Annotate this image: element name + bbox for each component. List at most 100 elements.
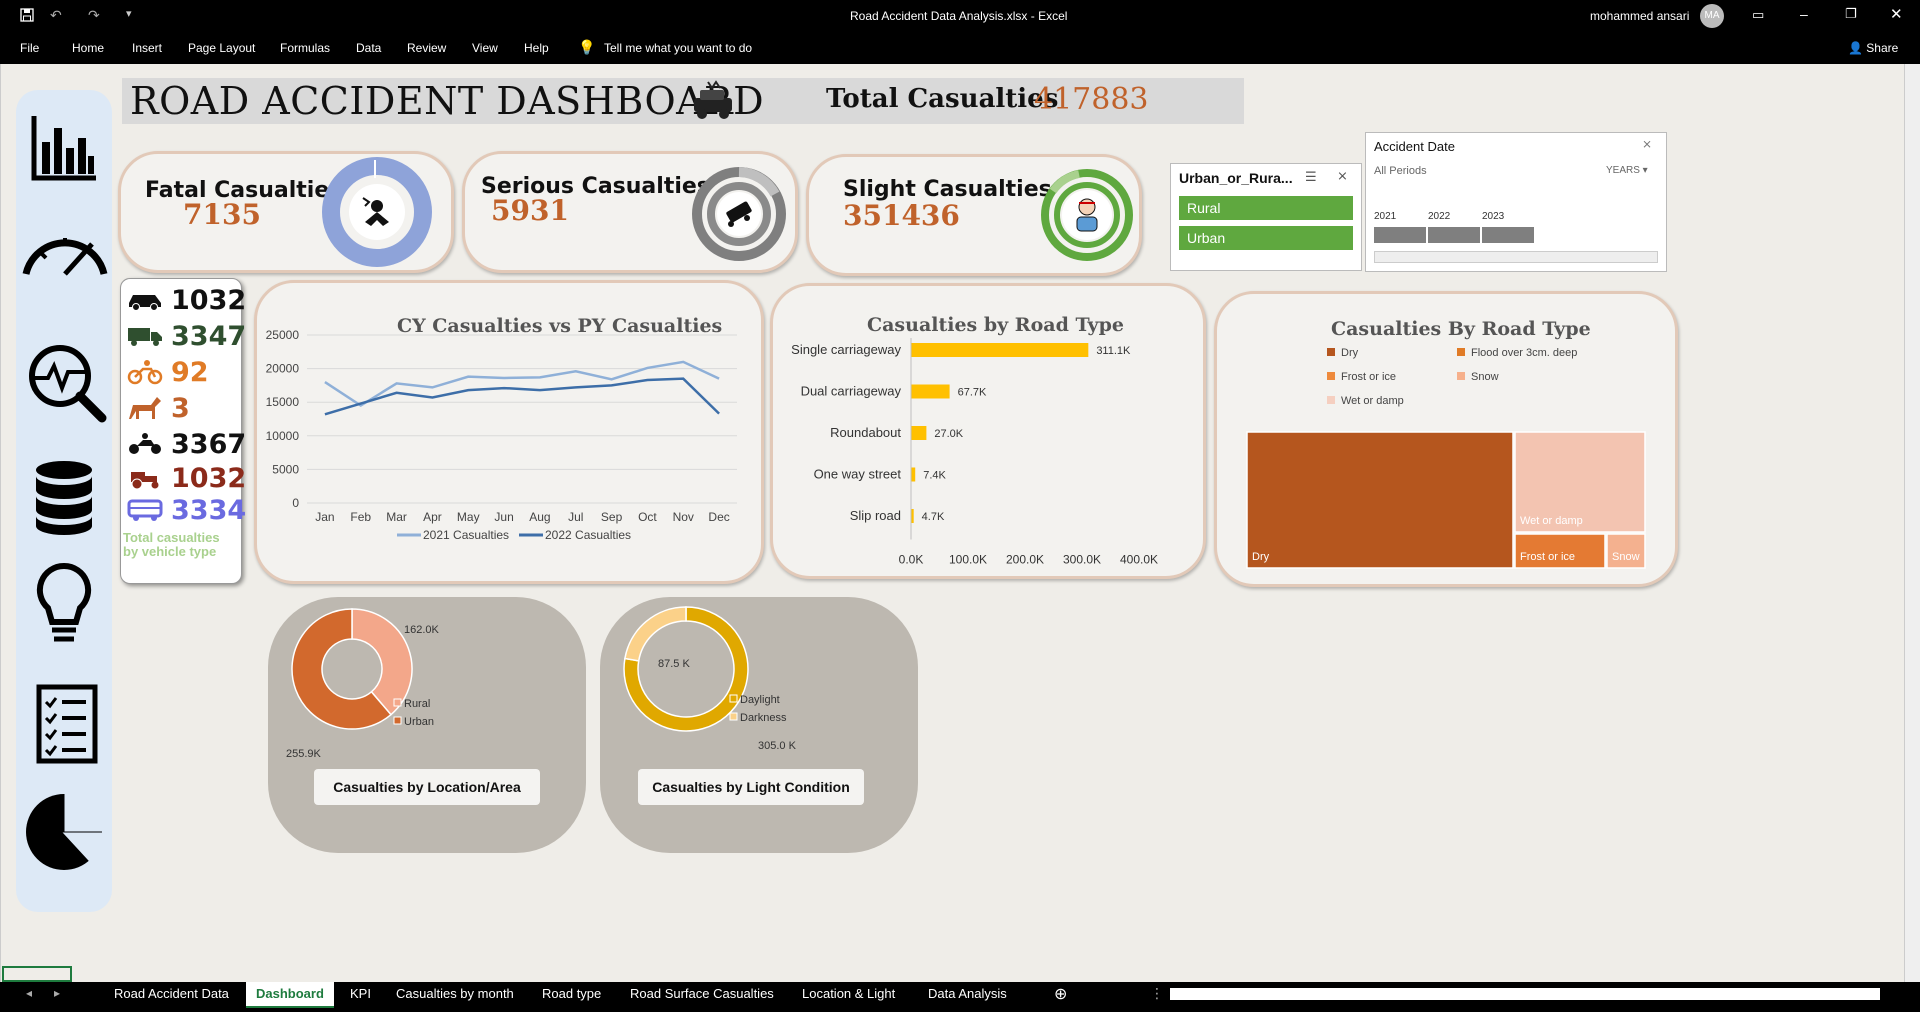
sheet-tab-bar: ◂ ▸ Road Accident Data Dashboard KPI Cas… — [0, 982, 1920, 1012]
x-tick-label: Dec — [708, 510, 729, 524]
more-options-icon[interactable]: ⋮ — [1150, 985, 1164, 1001]
timeline-level-dropdown[interactable]: YEARS ▾ — [1606, 165, 1648, 176]
lightbulb-icon[interactable] — [36, 562, 92, 648]
minimize-icon[interactable]: – — [1800, 6, 1808, 22]
tab-road-type[interactable]: Road type — [542, 986, 602, 1001]
treemap-tile — [1606, 533, 1646, 569]
customize-toolbar-icon[interactable]: ▾ — [126, 8, 132, 20]
tab-road-accident-data[interactable]: Road Accident Data — [114, 986, 229, 1001]
clear-filter-icon[interactable]: ⨯ — [1642, 137, 1653, 151]
timeline-level: YEARS — [1606, 165, 1640, 176]
legend-label: Frost or ice — [1341, 371, 1396, 383]
data-label: 255.9K — [286, 748, 322, 760]
speedometer-icon[interactable] — [20, 222, 110, 282]
tab-data-analysis[interactable]: Data Analysis — [928, 986, 1007, 1001]
undo-icon[interactable]: ↶ — [50, 7, 62, 23]
menu-view[interactable]: View — [472, 41, 498, 55]
menu-help[interactable]: Help — [524, 41, 549, 55]
vehicle-caption-line2: by vehicle type — [123, 544, 217, 559]
menu-data[interactable]: Data — [356, 41, 382, 55]
menu-insert[interactable]: Insert — [132, 41, 163, 55]
light-donut-chart[interactable]: 305.0 K 87.5 K Daylight Darkness — [600, 597, 918, 853]
ribbon-display-icon[interactable]: ▭ — [1752, 7, 1765, 22]
save-icon[interactable] — [20, 8, 34, 25]
multi-select-icon[interactable]: ☰ — [1305, 169, 1317, 184]
clear-filter-icon[interactable]: ⨯ — [1337, 168, 1348, 183]
data-label: 27.0K — [934, 428, 963, 440]
serious-casualties-card[interactable]: Serious Casualties 5931 — [462, 151, 798, 273]
bar-chart-icon[interactable] — [28, 112, 100, 184]
horizontal-scrollbar[interactable] — [1170, 988, 1880, 1000]
analytics-search-icon[interactable] — [24, 340, 108, 424]
treemap-tile — [1514, 533, 1606, 569]
menu-formulas[interactable]: Formulas — [280, 41, 331, 55]
y-tick-label: 5000 — [272, 462, 299, 476]
vertical-scrollbar[interactable] — [1904, 64, 1920, 982]
line-chart-card: CY Casualties vs PY Casualties 0 5000 1000… — [254, 280, 764, 584]
vehicle-row-truck[interactable]: 3347 — [127, 319, 246, 353]
slicer-option-rural[interactable]: Rural — [1179, 196, 1353, 220]
data-label: 305.0 K — [758, 740, 797, 752]
lightbulb-icon: 💡 — [578, 39, 596, 55]
tab-location-light[interactable]: Location & Light — [802, 986, 896, 1001]
urban-rural-slicer: Urban_or_Rura... ☰ ⨯ Rural Urban — [1170, 163, 1362, 271]
menu-page-layout[interactable]: Page Layout — [188, 41, 256, 55]
menu-home[interactable]: Home — [72, 41, 105, 55]
tab-casualties-by-month[interactable]: Casualties by month — [396, 986, 514, 1001]
fatal-value: 7135 — [183, 198, 261, 231]
slight-casualties-card[interactable]: Slight Casualties 351436 — [806, 154, 1142, 276]
fatal-label: Fatal Casualties — [145, 178, 343, 203]
motorcycle-icon — [129, 433, 161, 454]
vehicle-value: 3367 — [171, 428, 247, 460]
timeline-scrollbar[interactable] — [1374, 251, 1658, 263]
avatar[interactable]: MA — [1700, 4, 1724, 28]
legend-label: Rural — [404, 698, 430, 710]
share-button[interactable]: 👤 Share — [1848, 41, 1899, 55]
redo-icon[interactable]: ↷ — [88, 7, 100, 23]
user-name[interactable]: mohammed ansari — [1590, 9, 1690, 23]
tab-dashboard[interactable]: Dashboard — [246, 982, 334, 1008]
series-line — [324, 360, 720, 408]
scroll-right-icon[interactable]: ▸ — [54, 986, 61, 1000]
legend-swatch — [729, 712, 738, 721]
vehicle-value: 3 — [171, 392, 190, 424]
legend-swatch — [1327, 348, 1335, 356]
vehicle-row-bus[interactable]: 3334 — [127, 493, 246, 527]
tile-label: Snow — [1612, 551, 1640, 563]
menu-review[interactable]: Review — [407, 41, 447, 55]
database-icon[interactable] — [34, 460, 94, 536]
bar-chart[interactable]: Single carriageway 311.1K Dual carriageway… — [773, 286, 1203, 576]
slicer-option-urban[interactable]: Urban — [1179, 226, 1353, 250]
category-label: Single carriageway — [791, 342, 901, 357]
add-sheet-icon[interactable]: ⊕ — [1054, 986, 1068, 1003]
y-tick-label: 25000 — [266, 328, 300, 342]
x-tick-label: Jan — [315, 510, 334, 524]
vehicle-row-horse[interactable]: 3 — [127, 391, 190, 425]
vehicle-row-car[interactable]: 1032 — [127, 283, 246, 317]
treemap-chart[interactable]: Dry Flood over 3cm. deep Frost or ice Snow W… — [1217, 294, 1675, 584]
scroll-left-icon[interactable]: ◂ — [26, 986, 33, 1000]
tab-road-surface-casualties[interactable]: Road Surface Casualties — [630, 986, 774, 1001]
data-label: 67.7K — [958, 387, 987, 399]
selected-cell[interactable] — [2, 966, 72, 982]
line-chart[interactable]: 0 5000 10000 15000 20000 25000 Jan Feb Mar Apr May… — [257, 283, 761, 581]
timeline-bar[interactable] — [1374, 227, 1534, 243]
vehicle-row-motorcycle[interactable]: 3367 — [127, 427, 246, 461]
legend-label: Snow — [1471, 371, 1499, 383]
pie-chart-icon[interactable] — [24, 792, 104, 872]
location-donut-chart[interactable]: 162.0K 255.9K Rural Urban — [268, 597, 586, 853]
serious-value: 5931 — [491, 194, 569, 227]
menu-file[interactable]: File — [20, 41, 40, 55]
ribbon-menu: File Home Insert Page Layout Formulas Da… — [0, 32, 1920, 64]
fatal-casualties-card[interactable]: Fatal Casualties 7135 — [118, 151, 454, 273]
vehicle-value: 1032 — [171, 284, 247, 316]
vehicle-row-bicycle[interactable]: 92 — [127, 355, 209, 389]
tell-me-search[interactable]: Tell me what you want to do — [604, 41, 753, 55]
close-icon[interactable]: ✕ — [1890, 6, 1903, 23]
vehicle-row-tractor[interactable]: 1032 — [127, 461, 246, 495]
x-tick-label: Aug — [529, 510, 550, 524]
tab-kpi[interactable]: KPI — [350, 986, 371, 1001]
restore-icon[interactable]: ❐ — [1845, 6, 1857, 21]
x-tick-label: Apr — [423, 510, 442, 524]
checklist-icon[interactable] — [36, 684, 98, 764]
